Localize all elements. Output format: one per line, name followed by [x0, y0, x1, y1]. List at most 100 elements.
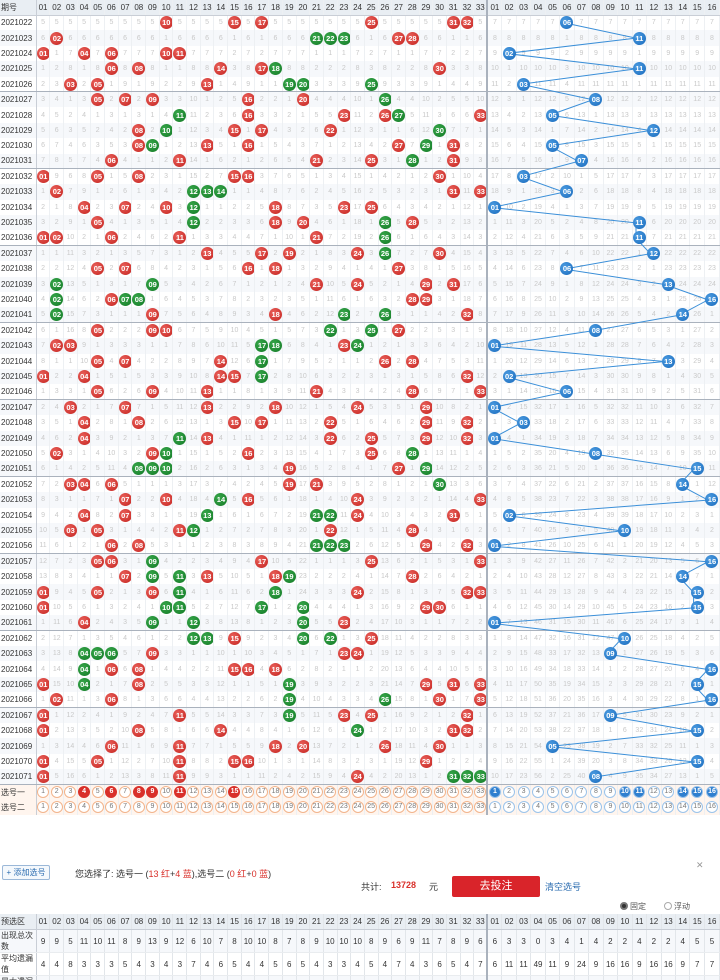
- blue-pick-toggle[interactable]: 13: [662, 801, 675, 814]
- red-pick-toggle[interactable]: 32: [460, 801, 473, 814]
- red-pick-toggle[interactable]: 10: [160, 786, 172, 799]
- blue-pick-toggle[interactable]: 16: [705, 786, 718, 799]
- blue-pick-toggle[interactable]: 6: [560, 786, 573, 799]
- red-pick-toggle[interactable]: 14: [214, 801, 227, 814]
- blue-pick-toggle[interactable]: 6: [560, 801, 573, 814]
- red-pick-toggle[interactable]: 26: [378, 786, 391, 799]
- red-pick-toggle[interactable]: 1: [37, 801, 49, 814]
- red-pick-toggle[interactable]: 19: [283, 786, 296, 799]
- blue-pick-toggle[interactable]: 8: [589, 801, 602, 814]
- red-pick-toggle[interactable]: 12: [187, 786, 200, 799]
- red-pick-toggle[interactable]: 24: [351, 801, 364, 814]
- red-pick-toggle[interactable]: 32: [460, 786, 473, 799]
- red-pick-toggle[interactable]: 15: [228, 801, 241, 814]
- red-pick-toggle[interactable]: 17: [255, 801, 268, 814]
- red-pick-toggle[interactable]: 7: [119, 801, 131, 814]
- red-pick-toggle[interactable]: 2: [50, 786, 63, 799]
- blue-pick-toggle[interactable]: 2: [503, 801, 516, 814]
- blue-pick-toggle[interactable]: 16: [705, 801, 718, 814]
- red-pick-toggle[interactable]: 17: [255, 786, 268, 799]
- red-pick-toggle[interactable]: 33: [474, 801, 486, 814]
- red-pick-toggle[interactable]: 33: [474, 786, 486, 799]
- red-pick-toggle[interactable]: 16: [242, 801, 255, 814]
- blue-pick-toggle[interactable]: 2: [503, 786, 516, 799]
- blue-pick-toggle[interactable]: 7: [575, 786, 588, 799]
- blue-pick-toggle[interactable]: 15: [691, 786, 704, 799]
- red-pick-toggle[interactable]: 3: [64, 801, 77, 814]
- blue-pick-toggle[interactable]: 1: [488, 786, 501, 799]
- red-pick-toggle[interactable]: 30: [433, 786, 446, 799]
- red-pick-toggle[interactable]: 26: [378, 801, 391, 814]
- red-pick-toggle[interactable]: 29: [419, 786, 432, 799]
- blue-pick-toggle[interactable]: 11: [633, 786, 646, 799]
- red-pick-toggle[interactable]: 13: [201, 786, 213, 799]
- close-icon[interactable]: ✕: [696, 860, 704, 870]
- blue-pick-toggle[interactable]: 11: [633, 801, 646, 814]
- radio-float[interactable]: 浮动: [664, 901, 690, 912]
- blue-pick-toggle[interactable]: 4: [532, 786, 545, 799]
- red-pick-toggle[interactable]: 7: [119, 786, 131, 799]
- red-pick-toggle[interactable]: 29: [419, 801, 432, 814]
- red-pick-toggle[interactable]: 21: [310, 801, 323, 814]
- blue-pick-toggle[interactable]: 10: [618, 786, 631, 799]
- blue-pick-toggle[interactable]: 4: [532, 801, 545, 814]
- blue-pick-toggle[interactable]: 3: [517, 801, 530, 814]
- red-pick-toggle[interactable]: 16: [242, 786, 255, 799]
- blue-pick-toggle[interactable]: 5: [546, 786, 559, 799]
- red-pick-toggle[interactable]: 28: [406, 786, 419, 799]
- red-pick-toggle[interactable]: 5: [91, 801, 104, 814]
- add-pick-button[interactable]: + 添加选号: [2, 865, 50, 880]
- red-pick-toggle[interactable]: 15: [228, 786, 241, 799]
- red-pick-toggle[interactable]: 22: [324, 801, 337, 814]
- red-pick-toggle[interactable]: 31: [447, 786, 460, 799]
- blue-pick-toggle[interactable]: 9: [604, 801, 617, 814]
- red-pick-toggle[interactable]: 6: [105, 786, 118, 799]
- red-pick-toggle[interactable]: 21: [310, 786, 323, 799]
- red-pick-toggle[interactable]: 8: [132, 801, 145, 814]
- blue-pick-toggle[interactable]: 1: [488, 801, 501, 814]
- red-pick-toggle[interactable]: 6: [105, 801, 118, 814]
- red-pick-toggle[interactable]: 13: [201, 801, 213, 814]
- blue-pick-toggle[interactable]: 8: [589, 786, 602, 799]
- red-pick-toggle[interactable]: 2: [50, 801, 63, 814]
- red-pick-toggle[interactable]: 14: [214, 786, 227, 799]
- place-bet-button[interactable]: 去投注: [452, 876, 540, 897]
- red-pick-toggle[interactable]: 24: [351, 786, 364, 799]
- clear-picks-link[interactable]: 清空选号: [545, 882, 582, 892]
- blue-pick-toggle[interactable]: 14: [676, 801, 689, 814]
- red-pick-toggle[interactable]: 11: [173, 786, 186, 799]
- red-pick-toggle[interactable]: 1: [37, 786, 49, 799]
- red-pick-toggle[interactable]: 12: [187, 801, 200, 814]
- blue-pick-toggle[interactable]: 13: [662, 786, 675, 799]
- blue-pick-toggle[interactable]: 15: [691, 801, 704, 814]
- red-pick-toggle[interactable]: 10: [160, 801, 172, 814]
- red-pick-toggle[interactable]: 4: [78, 801, 90, 814]
- red-pick-toggle[interactable]: 19: [283, 801, 296, 814]
- red-pick-toggle[interactable]: 23: [337, 801, 350, 814]
- blue-pick-toggle[interactable]: 10: [618, 801, 631, 814]
- blue-pick-toggle[interactable]: 3: [517, 786, 530, 799]
- red-pick-toggle[interactable]: 8: [132, 786, 145, 799]
- red-pick-toggle[interactable]: 30: [433, 801, 446, 814]
- red-pick-toggle[interactable]: 25: [365, 801, 378, 814]
- blue-pick-toggle[interactable]: 9: [604, 786, 617, 799]
- red-pick-toggle[interactable]: 22: [324, 786, 337, 799]
- radio-fixed[interactable]: 固定: [620, 901, 646, 912]
- blue-pick-toggle[interactable]: 7: [575, 801, 588, 814]
- blue-pick-toggle[interactable]: 12: [647, 801, 660, 814]
- red-pick-toggle[interactable]: 4: [78, 786, 90, 799]
- red-pick-toggle[interactable]: 3: [64, 786, 77, 799]
- red-pick-toggle[interactable]: 9: [146, 801, 159, 814]
- blue-pick-toggle[interactable]: 14: [676, 786, 689, 799]
- red-pick-toggle[interactable]: 31: [447, 801, 460, 814]
- red-pick-toggle[interactable]: 27: [392, 786, 405, 799]
- red-pick-toggle[interactable]: 27: [392, 801, 405, 814]
- red-pick-toggle[interactable]: 28: [406, 801, 419, 814]
- red-pick-toggle[interactable]: 25: [365, 786, 378, 799]
- red-pick-toggle[interactable]: 5: [91, 786, 104, 799]
- red-pick-toggle[interactable]: 18: [269, 801, 282, 814]
- red-pick-toggle[interactable]: 20: [296, 801, 309, 814]
- red-pick-toggle[interactable]: 23: [337, 786, 350, 799]
- red-pick-toggle[interactable]: 18: [269, 786, 282, 799]
- blue-pick-toggle[interactable]: 12: [647, 786, 660, 799]
